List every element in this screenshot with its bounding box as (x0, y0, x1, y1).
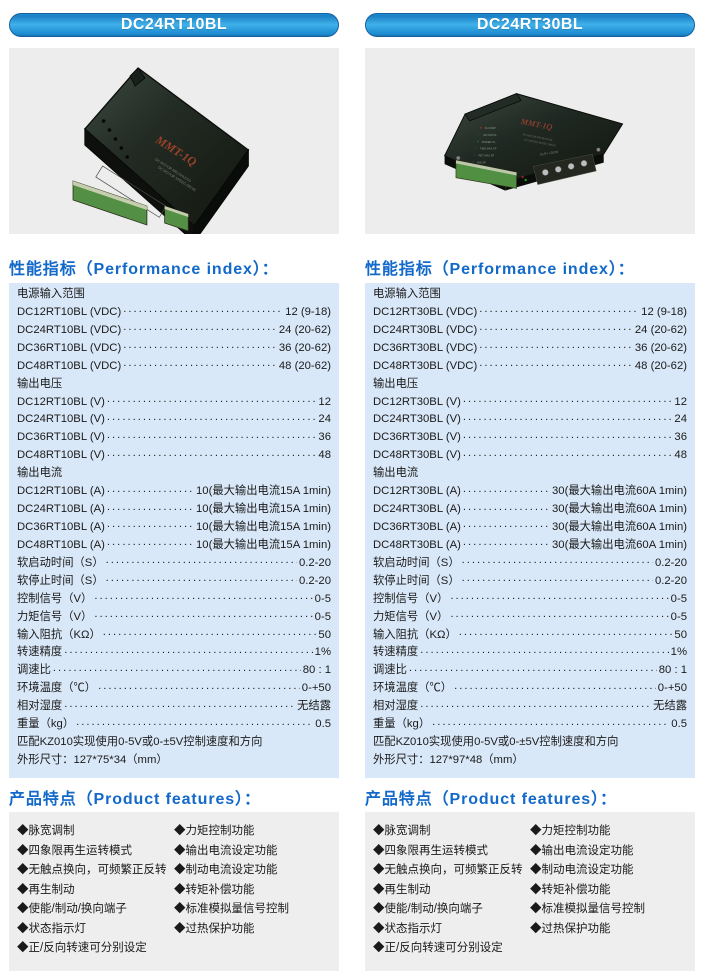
svg-text:MIN SP: MIN SP (477, 160, 486, 164)
svg-text:RET MAX SP: RET MAX SP (479, 154, 495, 158)
svg-text:POWER OL: POWER OL (482, 140, 496, 144)
svg-text:MOTOR OL: MOTOR OL (483, 133, 497, 137)
svg-text:FWD MAX SP: FWD MAX SP (480, 147, 497, 151)
svg-text:IN-COMP: IN-COMP (485, 126, 496, 130)
